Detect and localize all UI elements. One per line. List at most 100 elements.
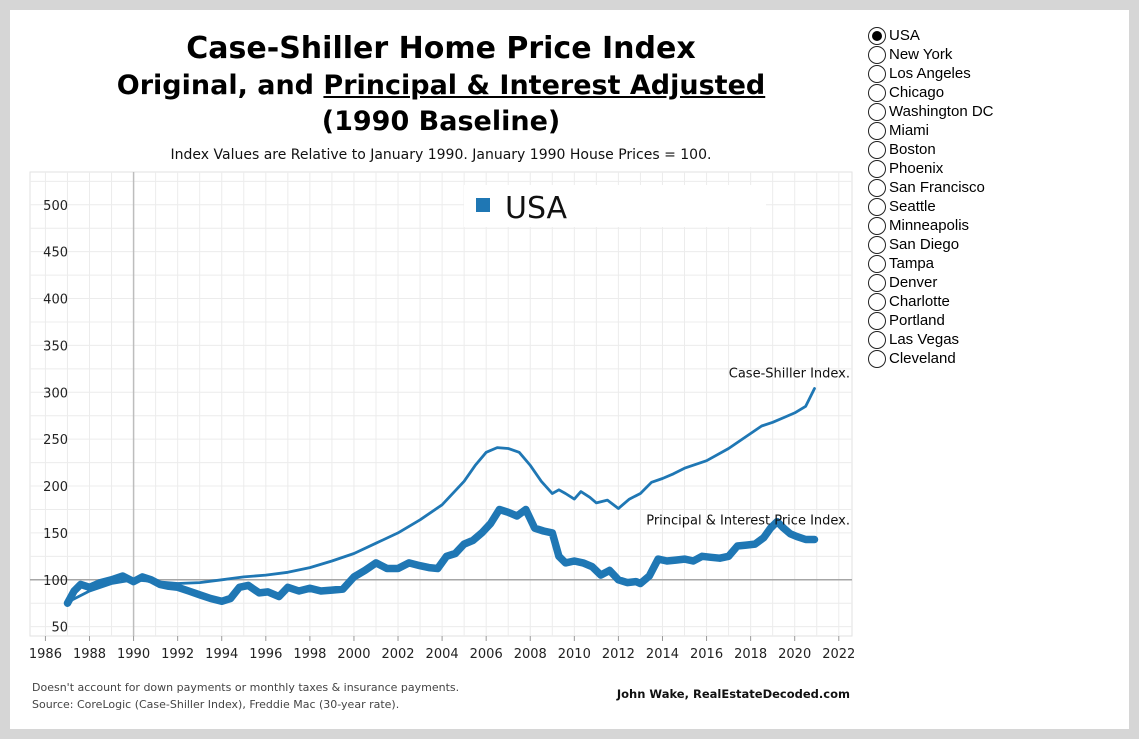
radio-button-icon[interactable] xyxy=(868,349,886,368)
x-tick-label: 1986 xyxy=(29,647,62,662)
radio-button-icon[interactable] xyxy=(868,311,886,330)
region-option-label: Chicago xyxy=(889,84,945,101)
y-tick-label: 300 xyxy=(43,386,68,401)
x-tick-label: 2018 xyxy=(734,647,767,662)
region-option-miami[interactable]: Miami xyxy=(868,121,994,140)
radio-button-icon[interactable] xyxy=(868,159,886,178)
radio-button-icon[interactable] xyxy=(868,235,886,254)
radio-button-icon[interactable] xyxy=(868,45,886,64)
region-option-label: Seattle xyxy=(889,198,936,215)
footnote-block: Doesn't account for down payments or mon… xyxy=(32,679,459,713)
region-option-label: Miami xyxy=(889,122,929,139)
region-option-label: USA xyxy=(889,27,920,44)
region-option-tampa[interactable]: Tampa xyxy=(868,254,994,273)
series-line-principal-interest xyxy=(63,505,819,607)
y-tick-label: 50 xyxy=(51,621,68,636)
y-tick-label: 400 xyxy=(43,293,68,308)
radio-button-icon[interactable] xyxy=(868,26,886,45)
region-option-portland[interactable]: Portland xyxy=(868,311,994,330)
y-tick-label: 150 xyxy=(43,527,68,542)
radio-button-icon[interactable] xyxy=(868,64,886,83)
x-tick-label: 2000 xyxy=(337,647,370,662)
footnote-source: Source: CoreLogic (Case-Shiller Index), … xyxy=(32,698,400,711)
x-tick-label: 1998 xyxy=(293,647,326,662)
region-option-las-vegas[interactable]: Las Vegas xyxy=(868,330,994,349)
annotation-principal-interest: Principal & Interest Price Index. xyxy=(646,513,850,528)
y-tick-label: 250 xyxy=(43,433,68,448)
region-option-seattle[interactable]: Seattle xyxy=(868,197,994,216)
y-tick-label: 500 xyxy=(43,199,68,214)
region-option-cleveland[interactable]: Cleveland xyxy=(868,349,994,368)
region-option-denver[interactable]: Denver xyxy=(868,273,994,292)
x-tick-label: 2008 xyxy=(514,647,547,662)
radio-button-icon[interactable] xyxy=(868,292,886,311)
region-option-new-york[interactable]: New York xyxy=(868,45,994,64)
region-option-charlotte[interactable]: Charlotte xyxy=(868,292,994,311)
x-tick-label: 1988 xyxy=(73,647,106,662)
region-option-label: Charlotte xyxy=(889,293,950,310)
region-option-label: San Francisco xyxy=(889,179,985,196)
region-option-label: Denver xyxy=(889,274,938,291)
radio-button-icon[interactable] xyxy=(868,178,886,197)
y-tick-label: 450 xyxy=(43,246,68,261)
chart-title-line3: (1990 Baseline) xyxy=(321,106,561,137)
region-option-san-francisco[interactable]: San Francisco xyxy=(868,178,994,197)
x-tick-label: 1996 xyxy=(249,647,282,662)
radio-button-icon[interactable] xyxy=(868,83,886,102)
x-tick-label: 2002 xyxy=(381,647,414,662)
region-option-minneapolis[interactable]: Minneapolis xyxy=(868,216,994,235)
legend-swatch xyxy=(476,198,490,212)
x-tick-label: 2004 xyxy=(426,647,459,662)
x-tick-label: 1990 xyxy=(117,647,150,662)
x-tick-label: 2020 xyxy=(778,647,811,662)
chart-title: Case-Shiller Home Price Index xyxy=(186,31,696,66)
radio-button-icon[interactable] xyxy=(868,273,886,292)
radio-button-icon[interactable] xyxy=(868,254,886,273)
x-tick-label: 2014 xyxy=(646,647,679,662)
x-tick-label: 2010 xyxy=(558,647,591,662)
footnote-note: Doesn't account for down payments or mon… xyxy=(32,681,460,694)
chart-subtitle: Index Values are Relative to January 199… xyxy=(170,147,712,163)
region-option-usa[interactable]: USA xyxy=(868,26,994,45)
region-option-label: Tampa xyxy=(889,255,935,272)
region-option-label: Washington DC xyxy=(889,103,994,120)
region-option-chicago[interactable]: Chicago xyxy=(868,83,994,102)
x-tick-label: 1994 xyxy=(205,647,238,662)
radio-button-icon[interactable] xyxy=(868,102,886,121)
chart-title-line2: Original, and Principal & Interest Adjus… xyxy=(0,68,882,104)
chart-title-block: Case-Shiller Home Price Index Original, … xyxy=(0,30,882,140)
region-option-label: Portland xyxy=(889,312,945,329)
region-option-label: Las Vegas xyxy=(889,331,960,348)
series-line-case-shiller xyxy=(66,387,816,604)
region-option-phoenix[interactable]: Phoenix xyxy=(868,159,994,178)
region-option-label: San Diego xyxy=(889,236,960,253)
radio-button-icon[interactable] xyxy=(868,216,886,235)
region-option-washington-dc[interactable]: Washington DC xyxy=(868,102,994,121)
radio-button-icon[interactable] xyxy=(868,330,886,349)
y-tick-label: 100 xyxy=(43,574,68,589)
y-tick-label: 200 xyxy=(43,480,68,495)
x-tick-label: 2016 xyxy=(690,647,723,662)
region-option-label: New York xyxy=(889,46,953,63)
annotation-case-shiller: Case-Shiller Index. xyxy=(729,366,850,381)
radio-button-icon[interactable] xyxy=(868,197,886,216)
title-prefix: Original, and xyxy=(116,70,324,101)
region-option-label: Los Angeles xyxy=(889,65,971,82)
region-option-san-diego[interactable]: San Diego xyxy=(868,235,994,254)
title-underlined: Principal & Interest Adjusted xyxy=(323,70,766,101)
x-tick-label: 1992 xyxy=(161,647,194,662)
legend-label: USA xyxy=(505,191,568,226)
region-selector[interactable]: USA New York Los Angeles Chicago Washington … xyxy=(868,26,994,368)
y-tick-label: 350 xyxy=(43,339,68,354)
author-credit: John Wake, RealEstateDecoded.com xyxy=(616,687,850,701)
region-option-label: Boston xyxy=(889,141,936,158)
region-option-label: Minneapolis xyxy=(889,217,970,234)
region-option-los-angeles[interactable]: Los Angeles xyxy=(868,64,994,83)
radio-button-icon[interactable] xyxy=(868,121,886,140)
legend-box xyxy=(464,185,766,227)
radio-button-icon[interactable] xyxy=(868,140,886,159)
region-option-boston[interactable]: Boston xyxy=(868,140,994,159)
x-tick-label: 2006 xyxy=(470,647,503,662)
region-option-label: Phoenix xyxy=(889,160,944,177)
